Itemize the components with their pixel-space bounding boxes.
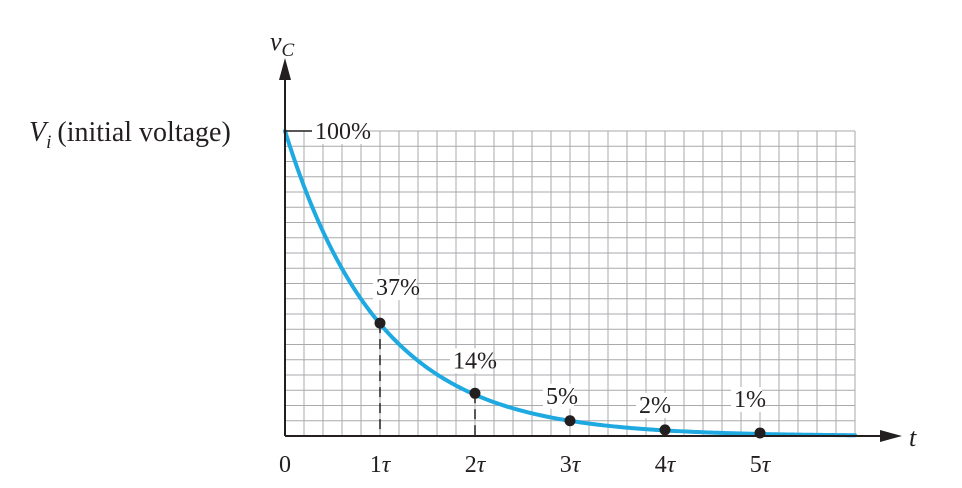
percent-label-text: 100% [315, 119, 371, 145]
data-point [469, 387, 481, 399]
y-top-label-symbol: V [29, 117, 49, 148]
y-top-label: Vi (initial voltage) [29, 117, 231, 153]
percent-label: 14% [450, 348, 497, 374]
percent-label-text: 2% [639, 393, 671, 419]
y-top-label-text: (initial voltage) [57, 117, 230, 148]
percent-label-bg [373, 275, 417, 301]
x-tick-label: 2τ [465, 452, 487, 478]
percent-label-text: 37% [376, 275, 420, 301]
data-points [374, 317, 766, 439]
x-axis-label: t [909, 423, 917, 452]
percent-label-bg [731, 386, 762, 412]
percent-label: 100% [285, 119, 371, 145]
percent-label-text: 1% [734, 387, 766, 413]
x-tick-labels: 0 1τ 2τ 3τ 4τ 5τ [279, 452, 772, 478]
percent-label-bg [450, 348, 494, 374]
data-point [564, 415, 576, 427]
data-point [754, 427, 766, 439]
percent-label-bg [543, 383, 574, 409]
x-tick-label: 3τ [560, 452, 582, 478]
y-top-label-subscript: i [46, 132, 51, 153]
x-tick-label: 1τ [370, 452, 392, 478]
x-tick-label: 0 [279, 452, 291, 478]
y-axis-label: vC [270, 27, 295, 61]
data-point [374, 317, 386, 329]
percent-label-bg [636, 392, 667, 418]
percent-label: 5% [543, 383, 578, 410]
x-tick-label: 4τ [655, 452, 677, 478]
y-axis-label-symbol: v [270, 27, 282, 56]
x-tick-label: 5τ [750, 452, 772, 478]
tau-drop-lines [379, 323, 476, 436]
percent-label-text: 14% [453, 348, 497, 374]
percent-label: 37% [373, 275, 420, 301]
percent-label: 2% [636, 392, 671, 419]
x-axis-arrow [880, 430, 902, 442]
data-point [659, 424, 671, 436]
percent-labels: 100% 37% 14% 5% 2% 1% [285, 119, 766, 419]
percent-label-bg [312, 119, 368, 144]
y-axis-label-subscript: C [282, 40, 295, 61]
y-axis-arrow [279, 58, 291, 80]
percent-label-text: 5% [546, 384, 578, 410]
axes [279, 58, 902, 442]
percent-label: 1% [731, 386, 766, 413]
